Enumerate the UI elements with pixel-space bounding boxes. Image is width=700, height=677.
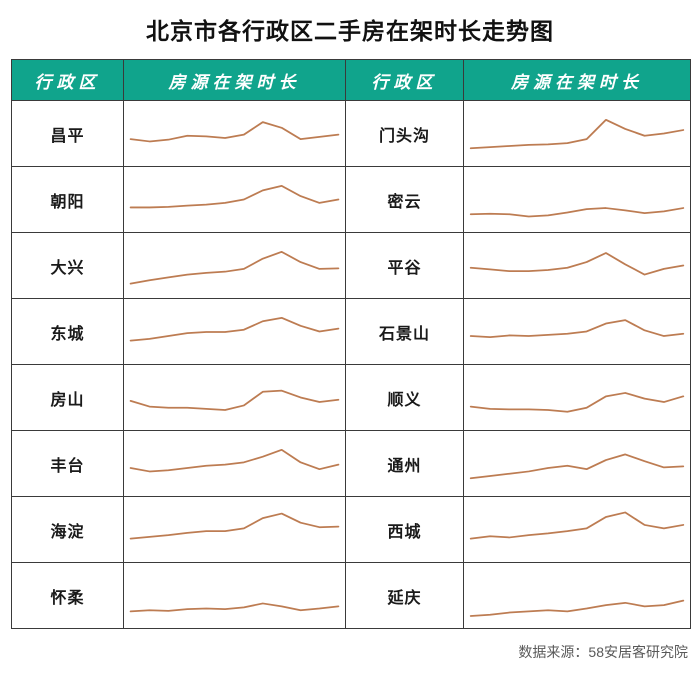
sparkline-line	[469, 206, 685, 217]
sparkline-chart	[129, 120, 340, 142]
district-name: 昌平	[11, 100, 124, 167]
chart-cell	[123, 298, 346, 365]
sparkline-chart	[129, 448, 340, 472]
sparkline-chart	[129, 602, 340, 612]
table-header-row: 行政区 房源在架时长 行政区 房源在架时长	[11, 59, 691, 101]
sparkline-chart	[469, 453, 685, 479]
sparkline-line	[469, 251, 685, 275]
sparkline-chart	[129, 316, 340, 341]
district-name: 房山	[11, 364, 124, 431]
district-name: 西城	[345, 496, 464, 563]
sparkline-chart	[469, 318, 685, 338]
sparkline-line	[129, 120, 340, 142]
table-row: 东城 石景山	[11, 298, 691, 365]
district-name: 通州	[345, 430, 464, 497]
sparkline-line	[129, 389, 340, 411]
header-district-left: 行政区	[11, 59, 124, 101]
chart-cell	[463, 232, 691, 299]
district-name: 石景山	[345, 298, 464, 365]
sparkline-chart	[469, 118, 685, 149]
sparkline-chart	[129, 512, 340, 539]
sparkline-line	[469, 118, 685, 149]
data-source: 数据来源：58安居客研究院	[518, 644, 688, 660]
chart-cell	[463, 364, 691, 431]
sparkline-line	[469, 511, 685, 539]
sparkline-chart	[469, 511, 685, 539]
district-name: 朝阳	[11, 166, 124, 233]
sparkline-line	[129, 316, 340, 341]
table-row: 怀柔 延庆	[11, 562, 691, 629]
chart-cell	[123, 496, 346, 563]
districts-table: 行政区 房源在架时长 行政区 房源在架时长 昌平 门头沟朝阳 密云大兴 平谷东城 石景山…	[11, 59, 691, 629]
sparkline-chart	[469, 599, 685, 617]
district-name: 平谷	[345, 232, 464, 299]
sparkline-line	[469, 391, 685, 413]
sparkline-chart	[469, 391, 685, 413]
sparkline-chart	[129, 250, 340, 285]
chart-cell	[123, 364, 346, 431]
district-name: 延庆	[345, 562, 464, 629]
district-name: 顺义	[345, 364, 464, 431]
sparkline-line	[469, 318, 685, 338]
table-row: 朝阳 密云	[11, 166, 691, 233]
sparkline-chart	[469, 251, 685, 275]
chart-cell	[463, 100, 691, 167]
sparkline-line	[129, 512, 340, 539]
table-row: 海淀 西城	[11, 496, 691, 563]
sparkline-line	[129, 602, 340, 612]
chart-cell	[463, 562, 691, 629]
header-district-right: 行政区	[345, 59, 464, 101]
chart-cell	[463, 298, 691, 365]
table-row: 丰台 通州	[11, 430, 691, 497]
district-name: 东城	[11, 298, 124, 365]
table-row: 昌平 门头沟	[11, 100, 691, 167]
district-name: 大兴	[11, 232, 124, 299]
sparkline-line	[469, 453, 685, 479]
sparkline-chart	[129, 389, 340, 411]
chart-cell	[123, 232, 346, 299]
district-name: 密云	[345, 166, 464, 233]
chart-cell	[463, 430, 691, 497]
district-name: 门头沟	[345, 100, 464, 167]
chart-cell	[123, 100, 346, 167]
header-duration-right: 房源在架时长	[463, 59, 691, 101]
chart-cell	[463, 166, 691, 233]
chart-cell	[463, 496, 691, 563]
table-row: 大兴 平谷	[11, 232, 691, 299]
sparkline-line	[129, 184, 340, 208]
district-name: 怀柔	[11, 562, 124, 629]
header-duration-left: 房源在架时长	[123, 59, 346, 101]
sparkline-chart	[469, 206, 685, 217]
chart-cell	[123, 166, 346, 233]
table-row: 房山 顺义	[11, 364, 691, 431]
chart-cell	[123, 430, 346, 497]
sparkline-line	[129, 250, 340, 285]
sparkline-line	[129, 448, 340, 472]
sparkline-line	[469, 599, 685, 617]
chart-cell	[123, 562, 346, 629]
district-name: 丰台	[11, 430, 124, 497]
page-title: 北京市各行政区二手房在架时长走势图	[146, 18, 554, 44]
sparkline-chart	[129, 184, 340, 208]
district-name: 海淀	[11, 496, 124, 563]
